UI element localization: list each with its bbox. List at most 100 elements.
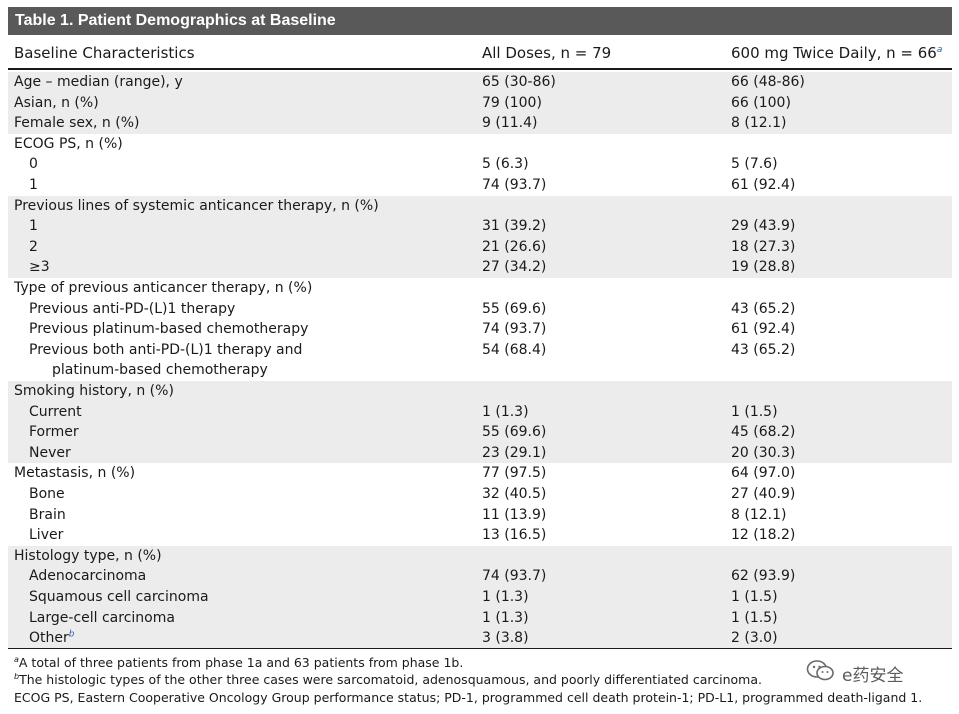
table-header-row: Baseline Characteristics All Doses, n = … [8,37,952,70]
header-characteristics: Baseline Characteristics [14,44,195,62]
cell-600mg: 61 (92.4) [731,177,796,193]
cell-all-doses: 9 (11.4) [482,115,538,132]
cell-600mg: 18 (27.3) [731,238,796,255]
row-label: Adenocarcinoma [29,566,146,587]
cell-all-doses: 1 (1.3) [482,589,529,605]
footnote-a-mark: a [14,654,19,664]
footnote-mark-a: a [936,45,943,55]
row-label: Previous lines of systemic anticancer th… [14,196,379,217]
row-label-text: ECOG PS, n (%) [14,135,123,152]
cell-all-doses: 11 (13.9) [482,506,547,523]
row-label: Current [29,402,82,423]
cell-600mg: 1 (1.5) [731,609,778,626]
footnote-b-mark: b [14,671,20,681]
row-label-text: Adenocarcinoma [29,568,147,585]
row-label-text: Previous anti-PD-(L)1 therapy [29,300,236,317]
table-title: Table 1. Patient Demographics at Baselin… [8,7,952,35]
table-row: Previous anti-PD-(L)1 therapy 55 (69.6) 43… [8,299,952,320]
header-600mg-label: 600 mg Twice Daily, n = 66 [731,44,937,62]
row-label-text: Bone [29,486,65,502]
row-label: Smoking history, n (%) [14,381,174,402]
row-label: Bone [29,484,65,505]
header-600mg: 600 mg Twice Daily, n = 66a [731,44,942,62]
row-label-text: 1 [29,177,38,193]
table-row: Type of previous anticancer therapy, n (… [8,278,952,299]
cell-600mg: 66 (48-86) [731,74,805,90]
cell-all-doses: 54 (68.4) [482,341,547,358]
row-label-text: Former [29,424,79,441]
cell-600mg: 12 (18.2) [731,527,796,544]
watermark-text: e药安全 [842,665,904,686]
table-row: Age – median (range), y 65 (30-86) 66 (48-… [8,72,952,93]
table-row: Adenocarcinoma 74 (93.7) 62 (93.9) [8,566,952,587]
cell-600mg: 45 (68.2) [731,424,796,441]
row-label-text: 2 [29,238,38,255]
table-row: Brain 11 (13.9) 8 (12.1) [8,505,952,526]
footnote-a: aA total of three patients from phase 1a… [14,655,463,670]
row-label-text: Histology type, n (%) [14,547,162,564]
row-label: Squamous cell carcinoma [29,587,209,608]
row-label: Former [29,422,79,443]
watermark: e药安全 [806,659,904,686]
table-row: Previous platinum-based chemotherapy 74 (… [8,319,952,340]
row-label-text: Age – median (range), y [14,74,183,90]
table-row: Previous both anti-PD-(L)1 therapy and 54… [8,340,952,361]
row-label: 0 [29,154,38,175]
cell-600mg: 27 (40.9) [731,486,796,502]
row-label-text: Previous lines of systemic anticancer th… [14,197,379,214]
cell-600mg: 20 (30.3) [731,444,796,461]
cell-600mg: 1 (1.5) [731,589,778,605]
row-label: Female sex, n (%) [14,113,139,134]
cell-all-doses: 27 (34.2) [482,259,547,276]
row-label-text: Current [29,403,82,420]
row-label: ≥3 [29,257,50,278]
table-row: ECOG PS, n (%) [8,134,952,155]
row-label-text: 0 [29,156,38,173]
cell-all-doses: 74 (93.7) [482,568,547,585]
table-row: Current 1 (1.3) 1 (1.5) [8,401,952,423]
row-label: Previous platinum-based chemotherapy [29,319,308,340]
table-row: Metastasis, n (%) 77 (97.5) 64 (97.0) [8,463,952,484]
cell-all-doses: 77 (97.5) [482,465,547,482]
row-label: Age – median (range), y [14,72,183,93]
cell-all-doses: 13 (16.5) [482,527,547,544]
row-label-text: Smoking history, n (%) [14,383,174,399]
table-row: Squamous cell carcinoma 1 (1.3) 1 (1.5) [8,587,952,608]
row-label: Liver [29,525,63,546]
cell-600mg: 8 (12.1) [731,506,787,523]
footnote-mark-b: b [68,629,75,640]
table-bottom-rule [8,648,952,649]
row-label-text: ≥3 [29,259,50,276]
row-label: Previous both anti-PD-(L)1 therapy and [29,340,302,361]
cell-600mg: 1 (1.5) [731,403,778,420]
row-label: Histology type, n (%) [14,546,162,567]
row-label: Never [29,443,71,464]
row-label: platinum-based chemotherapy [52,360,268,381]
table-row: Large-cell carcinoma 1 (1.3) 1 (1.5) [8,607,952,629]
row-label-text: Never [29,444,71,461]
cell-all-doses: 79 (100) [482,94,542,111]
footnote-abbreviations: ECOG PS, Eastern Cooperative Oncology Gr… [14,690,923,705]
cell-all-doses: 65 (30-86) [482,74,556,90]
table-row: 1 31 (39.2) 29 (43.9) [8,216,952,237]
cell-600mg: 64 (97.0) [731,465,796,482]
table-row: ≥3 27 (34.2) 19 (28.8) [8,257,952,278]
cell-all-doses: 1 (1.3) [482,403,529,420]
cell-600mg: 8 (12.1) [731,115,787,132]
row-label: ECOG PS, n (%) [14,134,123,155]
footnote-a-text: A total of three patients from phase 1a … [18,655,464,670]
row-label-text: Type of previous anticancer therapy, n (… [14,280,313,296]
table-row: Smoking history, n (%) [8,381,952,402]
row-label-text: Asian, n (%) [14,94,99,111]
row-label: 1 [29,175,38,196]
row-label-text: Liver [29,527,64,544]
cell-all-doses: 21 (26.6) [482,238,547,255]
table-row: 1 74 (93.7) 61 (92.4) [8,175,952,196]
cell-all-doses: 5 (6.3) [482,156,529,173]
cell-all-doses: 23 (29.1) [482,444,547,461]
row-label-text: Metastasis, n (%) [14,465,136,482]
cell-all-doses: 74 (93.7) [482,321,547,338]
cell-600mg: 66 (100) [731,94,791,111]
row-label-text: Other [29,630,69,647]
row-label-text: Previous both anti-PD-(L)1 therapy and [29,341,303,358]
